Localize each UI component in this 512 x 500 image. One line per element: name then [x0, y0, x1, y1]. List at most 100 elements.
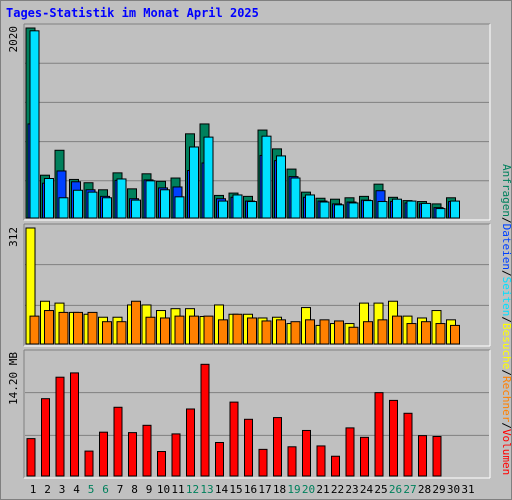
volumen-bar [186, 408, 195, 477]
volumen-bar [229, 401, 239, 477]
volumen-bar [360, 436, 369, 477]
rechner-bar [131, 300, 141, 345]
rechner-bar [44, 310, 54, 345]
volumen-bar [287, 446, 297, 477]
seiten-bar [145, 180, 156, 219]
day-label: 4 [73, 483, 80, 496]
day-label: 1 [30, 483, 37, 496]
day-label: 29 [432, 483, 445, 496]
day-label: 10 [157, 483, 170, 496]
volumen-bar [302, 429, 311, 477]
rechner-bar [276, 319, 286, 345]
day-label: 26 [389, 483, 402, 496]
volumen-bar [99, 431, 108, 477]
day-label: 14 [215, 483, 229, 496]
rechner-bar [392, 315, 402, 345]
seiten-bar [348, 202, 359, 219]
seiten-bar [189, 146, 199, 219]
seiten-bar [363, 200, 373, 219]
rechner-bar [58, 311, 69, 345]
volumen-bar [389, 399, 398, 477]
day-label: 16 [244, 483, 257, 496]
day-label: 3 [59, 483, 66, 496]
legend-sep4: / [500, 369, 512, 376]
day-label: 18 [273, 483, 286, 496]
legend-volumen: Volumen [500, 429, 512, 475]
day-label: 31 [461, 483, 474, 496]
rechner-bar [73, 311, 83, 345]
rechner-bar [160, 317, 170, 345]
day-label: 19 [287, 483, 300, 496]
legend-sep2: / [500, 270, 512, 277]
rechner-bar [334, 320, 344, 345]
volumen-bar [70, 372, 79, 477]
volumen-bar [403, 412, 413, 477]
day-label: 21 [316, 483, 329, 496]
rechner-bar [116, 321, 127, 345]
rechner-bar [87, 311, 98, 345]
rechner-bar [406, 323, 417, 345]
chart-title: Tages-Statistik im Monat April 2025 [6, 6, 259, 20]
day-label: 5 [88, 483, 95, 496]
seiten-bar [290, 177, 301, 219]
volumen-bar [41, 398, 50, 477]
rechner-bar [218, 319, 228, 345]
rechner-bar [203, 315, 214, 345]
visits-ymax-label: 312 [7, 227, 20, 247]
day-label: 28 [418, 483, 431, 496]
day-label: 23 [345, 483, 358, 496]
volumen-bar [331, 455, 340, 477]
volumen-bar [142, 424, 152, 477]
day-label: 2 [44, 483, 51, 496]
day-label: 12 [186, 483, 199, 496]
volumen-bar [258, 448, 268, 477]
day-label: 27 [403, 483, 416, 496]
legend-right: Anfragen/Dateien/Seiten/Besuche/Rechner/… [500, 164, 512, 475]
seiten-bar [174, 196, 185, 219]
volumen-bar [157, 451, 166, 477]
day-label: 13 [200, 483, 213, 496]
rechner-bar [189, 315, 199, 345]
legend-sep1: / [500, 217, 512, 224]
volumen-bar [244, 418, 253, 477]
seiten-bar [102, 197, 112, 219]
volumen-bar [171, 433, 181, 477]
day-label: 30 [447, 483, 460, 496]
seiten-bar [131, 199, 141, 219]
day-label: 11 [171, 483, 184, 496]
rechner-bar [232, 313, 243, 345]
volumen-bar [273, 417, 282, 477]
rechner-bar [29, 315, 40, 345]
seiten-bar [450, 200, 460, 219]
seiten-bar [334, 204, 344, 219]
volumen-bar [26, 438, 36, 477]
seiten-bar [218, 200, 228, 219]
day-label: 6 [102, 483, 109, 496]
seiten-bar [58, 197, 69, 219]
volumen-bar [200, 363, 210, 477]
rechner-bar [377, 319, 388, 345]
rechner-bar [247, 317, 257, 345]
day-label: 22 [331, 483, 344, 496]
rechner-bar [102, 321, 112, 345]
rechner-bar [145, 316, 156, 345]
legend-rechner: Rechner [500, 376, 512, 423]
legend-anfragen: Anfragen [500, 164, 512, 217]
seiten-bar [116, 178, 127, 219]
volumen-bar [432, 435, 442, 477]
seiten-bar [29, 30, 40, 219]
volumen-bar [128, 432, 137, 477]
seiten-bar [421, 202, 431, 219]
seiten-bar [261, 135, 272, 219]
legend-dateien: Dateien [500, 224, 512, 270]
seiten-bar [305, 194, 315, 219]
volumen-bar [113, 406, 123, 477]
volumen-bar [345, 427, 355, 477]
day-label: 8 [131, 483, 138, 496]
legend-besuche: Besuche [500, 323, 512, 369]
volume-ymax-label: 14.20 MB [7, 352, 20, 405]
seiten-bar [435, 208, 446, 219]
hits-ymax-label: 2020 [7, 26, 20, 53]
volumen-bar [55, 376, 65, 477]
